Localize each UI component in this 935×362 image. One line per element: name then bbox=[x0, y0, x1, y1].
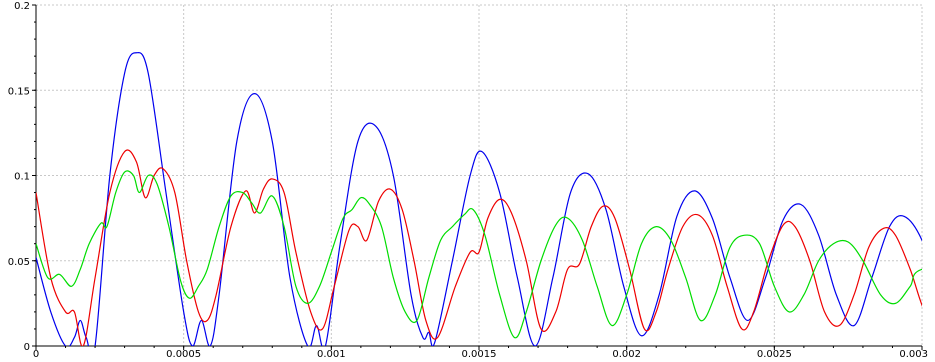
x-tick-label: 0.003 bbox=[899, 349, 928, 360]
x-tick-label: 0 bbox=[33, 349, 39, 360]
series-line bbox=[36, 149, 922, 346]
y-tick-label: 0.1 bbox=[14, 172, 30, 183]
x-tick-label: 0.0015 bbox=[462, 349, 497, 360]
y-tick-label: 0.05 bbox=[8, 257, 30, 268]
tick-labels: 0 0.0005 0.001 0.0015 0.002 0.0025 0.003 0 0.05 0… bbox=[8, 1, 928, 360]
series-layer bbox=[36, 52, 922, 346]
series-line bbox=[36, 170, 922, 339]
x-tick-label: 0.0005 bbox=[166, 349, 201, 360]
x-tick-label: 0.001 bbox=[317, 349, 346, 360]
y-tick-label: 0.2 bbox=[14, 1, 30, 12]
x-tick-label: 0.0025 bbox=[757, 349, 792, 360]
axes bbox=[32, 4, 923, 350]
series-line bbox=[36, 52, 922, 346]
y-tick-label: 0 bbox=[24, 342, 30, 353]
x-tick-label: 0.002 bbox=[612, 349, 641, 360]
y-tick-label: 0.15 bbox=[8, 86, 30, 97]
